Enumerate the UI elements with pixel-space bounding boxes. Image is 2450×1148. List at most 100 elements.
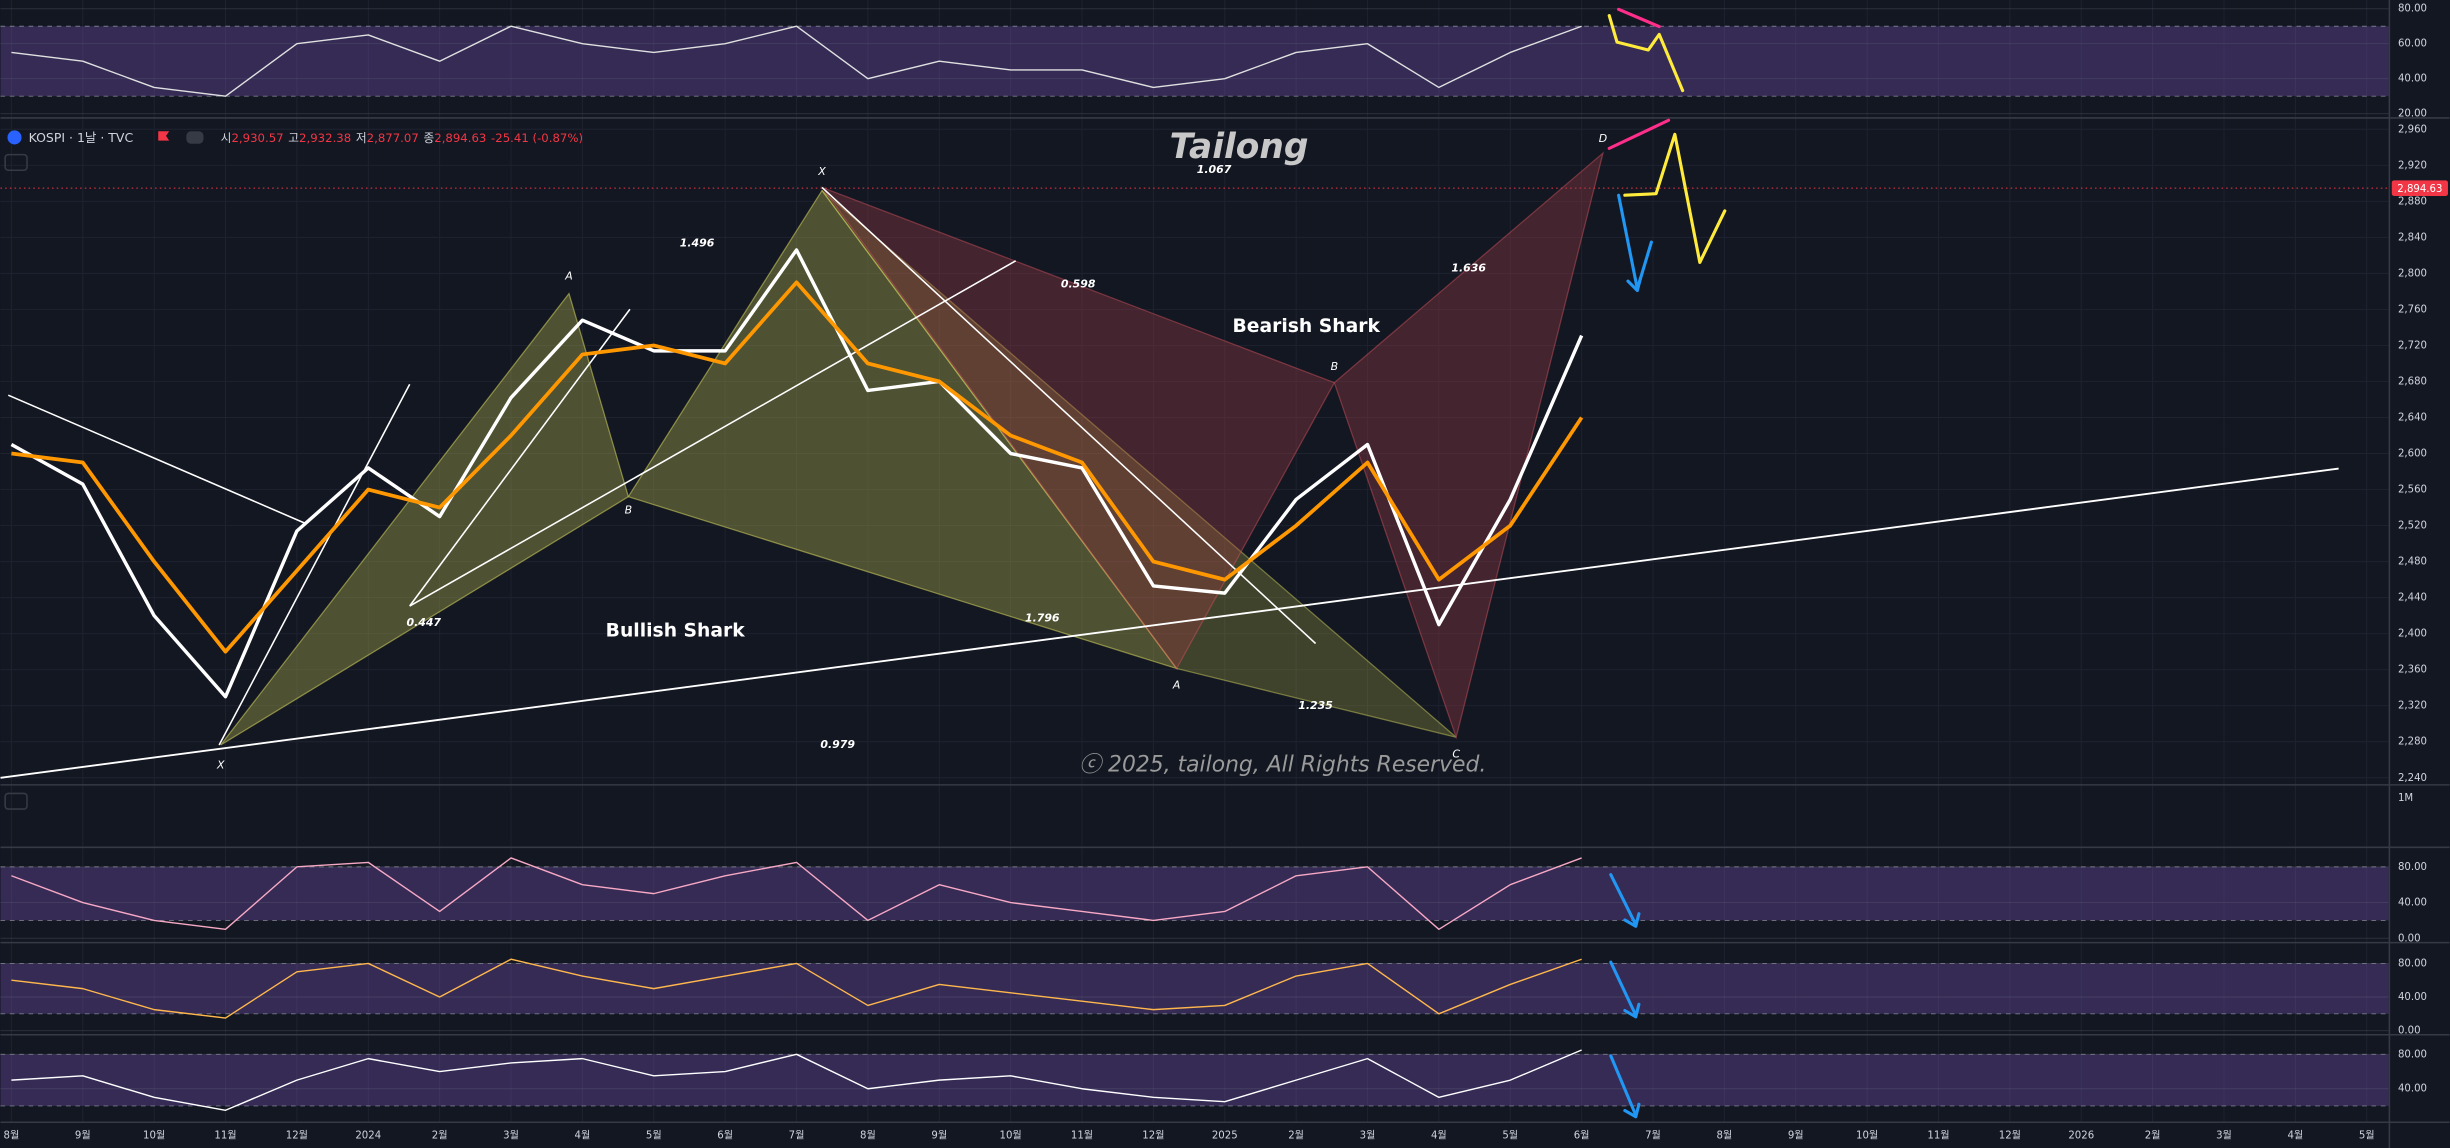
last-price-marker [2391,180,2448,196]
ohlc-value: 2,932.38 [299,131,351,145]
divergence-line [1607,118,1671,150]
pattern-fill [821,190,1457,738]
oscillator-band [0,866,2389,921]
y-tick-label: 2,680 [2398,376,2427,387]
ohlc: 시2,930.57 고2,932.38 저2,877.07 종2,894.63 -25.… [221,131,583,145]
y-tick-label: 40.00 [2398,74,2427,85]
x-tick-label: 9월 [931,1130,947,1142]
x-tick-label: 2025 [1212,1131,1238,1142]
x-tick-label: 3월 [2216,1130,2232,1142]
ratio-label: 0.447 [406,616,441,629]
x-tick-label: 4월 [575,1130,591,1142]
series-line [11,958,1582,1019]
y-tick-label: 80.00 [2398,1049,2427,1060]
x-tick-label: 2024 [355,1131,381,1142]
harmonic-patterns [0,151,2339,779]
x-tick-label: 10월 [1856,1130,1878,1142]
x-tick-label: 11월 [214,1130,236,1142]
ratio-label: 1.067 [1197,163,1232,176]
x-tick-label: 7월 [1645,1130,1661,1142]
y-tick-label: 2,880 [2398,196,2427,207]
pattern-name: Bearish Shark [1232,316,1380,337]
drawings [1607,7,1727,1119]
y-tick-label: 0.00 [2398,1026,2421,1037]
point-label: C [1452,747,1460,760]
collapse-button[interactable] [4,792,28,810]
y-tick-label: 2,440 [2398,593,2427,604]
series-line [11,280,1584,654]
y-tick-label: 2,960 [2398,124,2427,135]
arrow [1609,1054,1638,1117]
x-tick-label: 6월 [717,1130,733,1142]
toggle[interactable] [186,131,204,144]
x-tick-label: 2월 [432,1130,448,1142]
x-tick-label: 11월 [1071,1130,1093,1142]
point-label: X [216,758,225,771]
y-tick-label: 80.00 [2398,4,2427,15]
pattern-fill [220,292,630,746]
collapse-button[interactable] [4,153,28,172]
scale-label[interactable]: 1M [2398,793,2413,804]
point-label: B [1331,360,1339,373]
pattern-name: Bullish Shark [606,621,746,642]
trend-line [409,260,1017,607]
chart-title: Tailong [1170,127,1309,167]
y-tick-label: 2,240 [2398,773,2427,784]
arrow [1609,960,1638,1017]
y-tick-label: 60.00 [2398,39,2427,50]
ratio-label: 0.598 [1061,277,1096,290]
series-line [11,25,1582,97]
ohlc-label: 고 [288,131,299,145]
y-tick-label: 2,520 [2398,521,2427,532]
x-tick-label: 2026 [2068,1131,2094,1142]
trend-line [218,383,411,746]
x-tick-label: 9월 [75,1130,91,1142]
series-line [10,248,1584,699]
x-tick-label: 8월 [4,1130,20,1142]
x-tick-label: 12월 [286,1130,308,1142]
y-tick-label: 2,760 [2398,304,2427,315]
x-tick-label: 5월 [646,1130,662,1142]
y-tick-label: 2,320 [2398,701,2427,712]
x-tick-label: 7월 [789,1130,805,1142]
last-price-label: 2,894.63 [2397,184,2442,195]
arrow-head [1623,912,1641,928]
trend-line [7,394,306,524]
point-label: D [1599,132,1607,145]
x-tick-label: 5월 [1502,1130,1518,1142]
arrow-head [1623,1002,1641,1019]
x-tick-label: 4월 [2287,1130,2303,1142]
y-tick-label: 2,280 [2398,737,2427,748]
divergence-line [1617,7,1661,29]
projection-path [1607,14,1685,93]
y-tick-label: 20.00 [2398,109,2427,120]
ratio-label: 1.235 [1298,699,1333,712]
legend-header: KOSPI · 1날 · TVC [29,130,134,145]
y-tick-label: 2,640 [2398,412,2427,423]
x-tick-label: 11월 [1927,1130,1949,1142]
x-tick-label: 3월 [503,1130,519,1142]
trend-line [409,308,631,607]
x-tick-label: 12월 [1142,1130,1164,1142]
oscillator-band [0,1054,2389,1106]
ohlc-label: 저 [356,131,367,145]
x-tick-label: 2월 [2145,1130,2161,1142]
y-tick-label: 80.00 [2398,958,2427,969]
y-tick-label: 2,400 [2398,629,2427,640]
y-tick-label: 2,720 [2398,340,2427,351]
y-tick-label: 80.00 [2398,862,2427,873]
arrow [1609,873,1638,927]
x-tick-label: 8월 [1716,1130,1732,1142]
y-tick-label: 2,600 [2398,449,2427,460]
y-tick-label: 40.00 [2398,898,2427,909]
x-tick-label: 3월 [1360,1130,1376,1142]
x-tick-label: 2월 [1288,1130,1304,1142]
watermark: ⓒ 2025, tailong, All Rights Reserved. [1079,752,1486,777]
change: -25.41 (-0.87%) [491,131,583,145]
pattern-fill [1333,151,1605,740]
y-tick-label: 0.00 [2398,933,2421,944]
trend-line [821,186,1317,645]
series-line [11,857,1582,931]
y-tick-label: 2,920 [2398,160,2427,171]
